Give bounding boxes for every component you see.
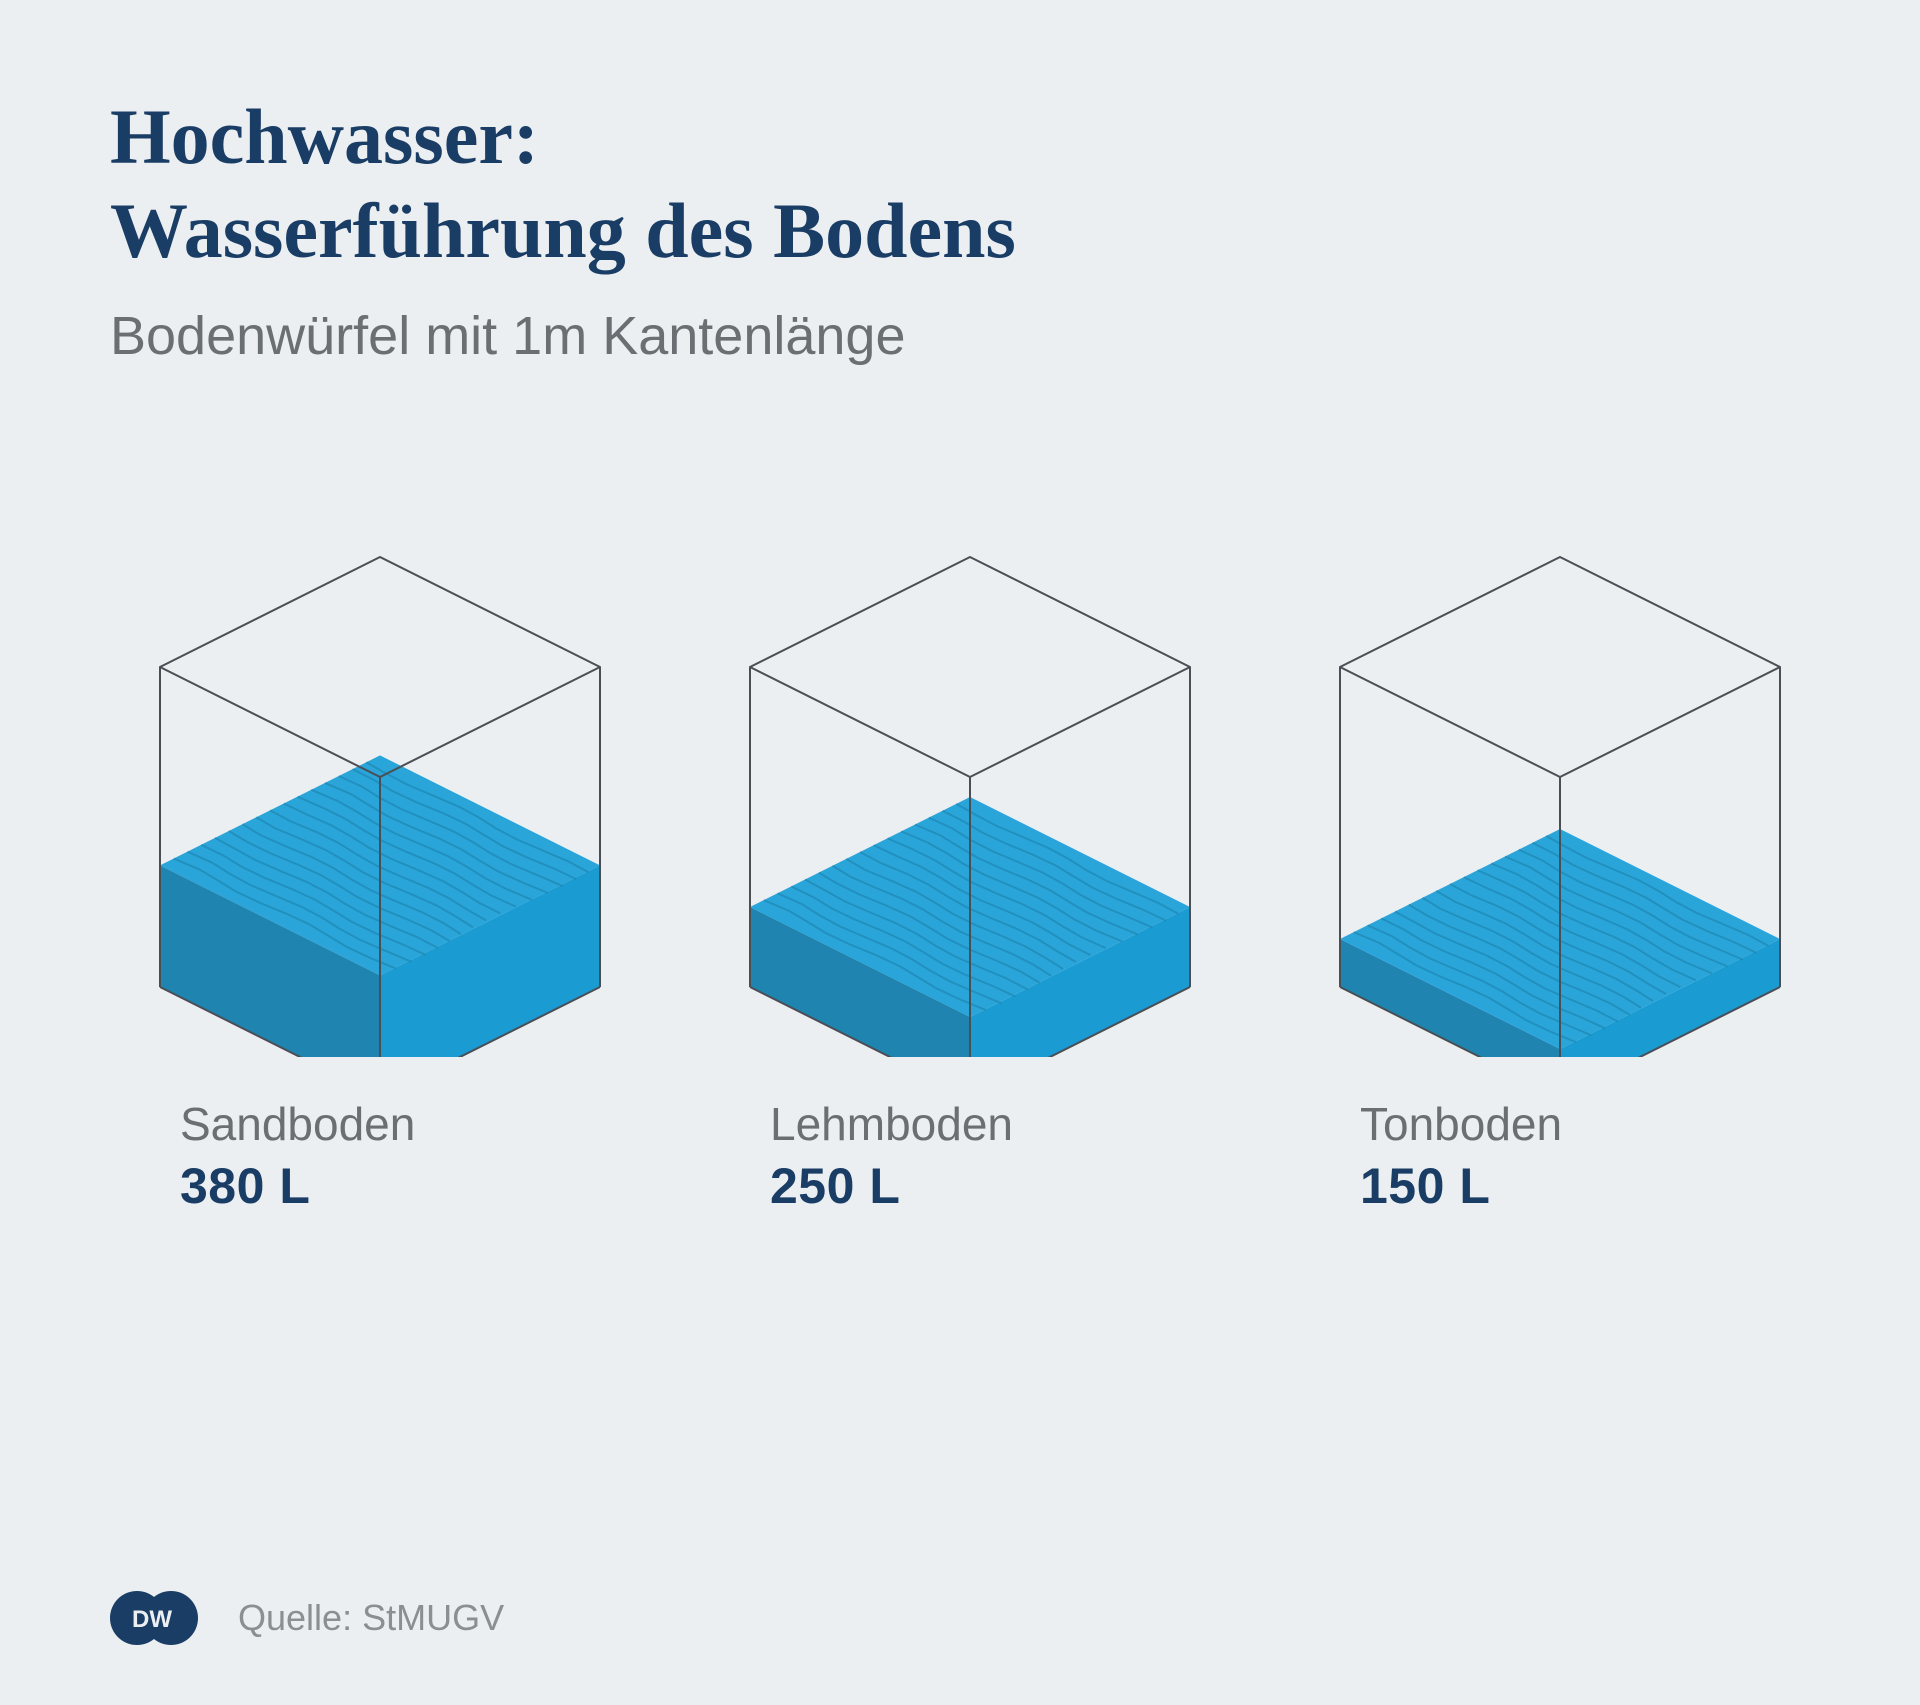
title-line-1: Hochwasser:: [110, 90, 1810, 184]
cube-value: 380 L: [180, 1157, 310, 1215]
page-title: Hochwasser: Wasserführung des Bodens: [110, 90, 1810, 277]
dw-logo-text: DW: [132, 1606, 172, 1633]
title-line-2: Wasserführung des Bodens: [110, 184, 1810, 278]
cube-value: 150 L: [1360, 1157, 1490, 1215]
cubes-row: Sandboden 380 L Lehmboden 250 L Tonboden…: [120, 497, 1810, 1215]
infographic-canvas: Hochwasser: Wasserführung des Bodens Bod…: [0, 0, 1920, 1705]
cube-graphic: [1300, 497, 1820, 1057]
cube-label: Sandboden: [180, 1097, 415, 1151]
cube-block: Sandboden 380 L: [120, 497, 640, 1215]
footer: DW Quelle: StMUGV: [110, 1591, 504, 1645]
source-text: Quelle: StMUGV: [238, 1597, 504, 1639]
cube-value: 250 L: [770, 1157, 900, 1215]
cube-graphic: [120, 497, 640, 1057]
cube-label: Lehmboden: [770, 1097, 1013, 1151]
page-subtitle: Bodenwürfel mit 1m Kantenlänge: [110, 305, 1810, 367]
cube-label: Tonboden: [1360, 1097, 1562, 1151]
cube-block: Lehmboden 250 L: [710, 497, 1230, 1215]
cube-graphic: [710, 497, 1230, 1057]
dw-logo-icon: DW: [110, 1591, 198, 1645]
cube-block: Tonboden 150 L: [1300, 497, 1820, 1215]
